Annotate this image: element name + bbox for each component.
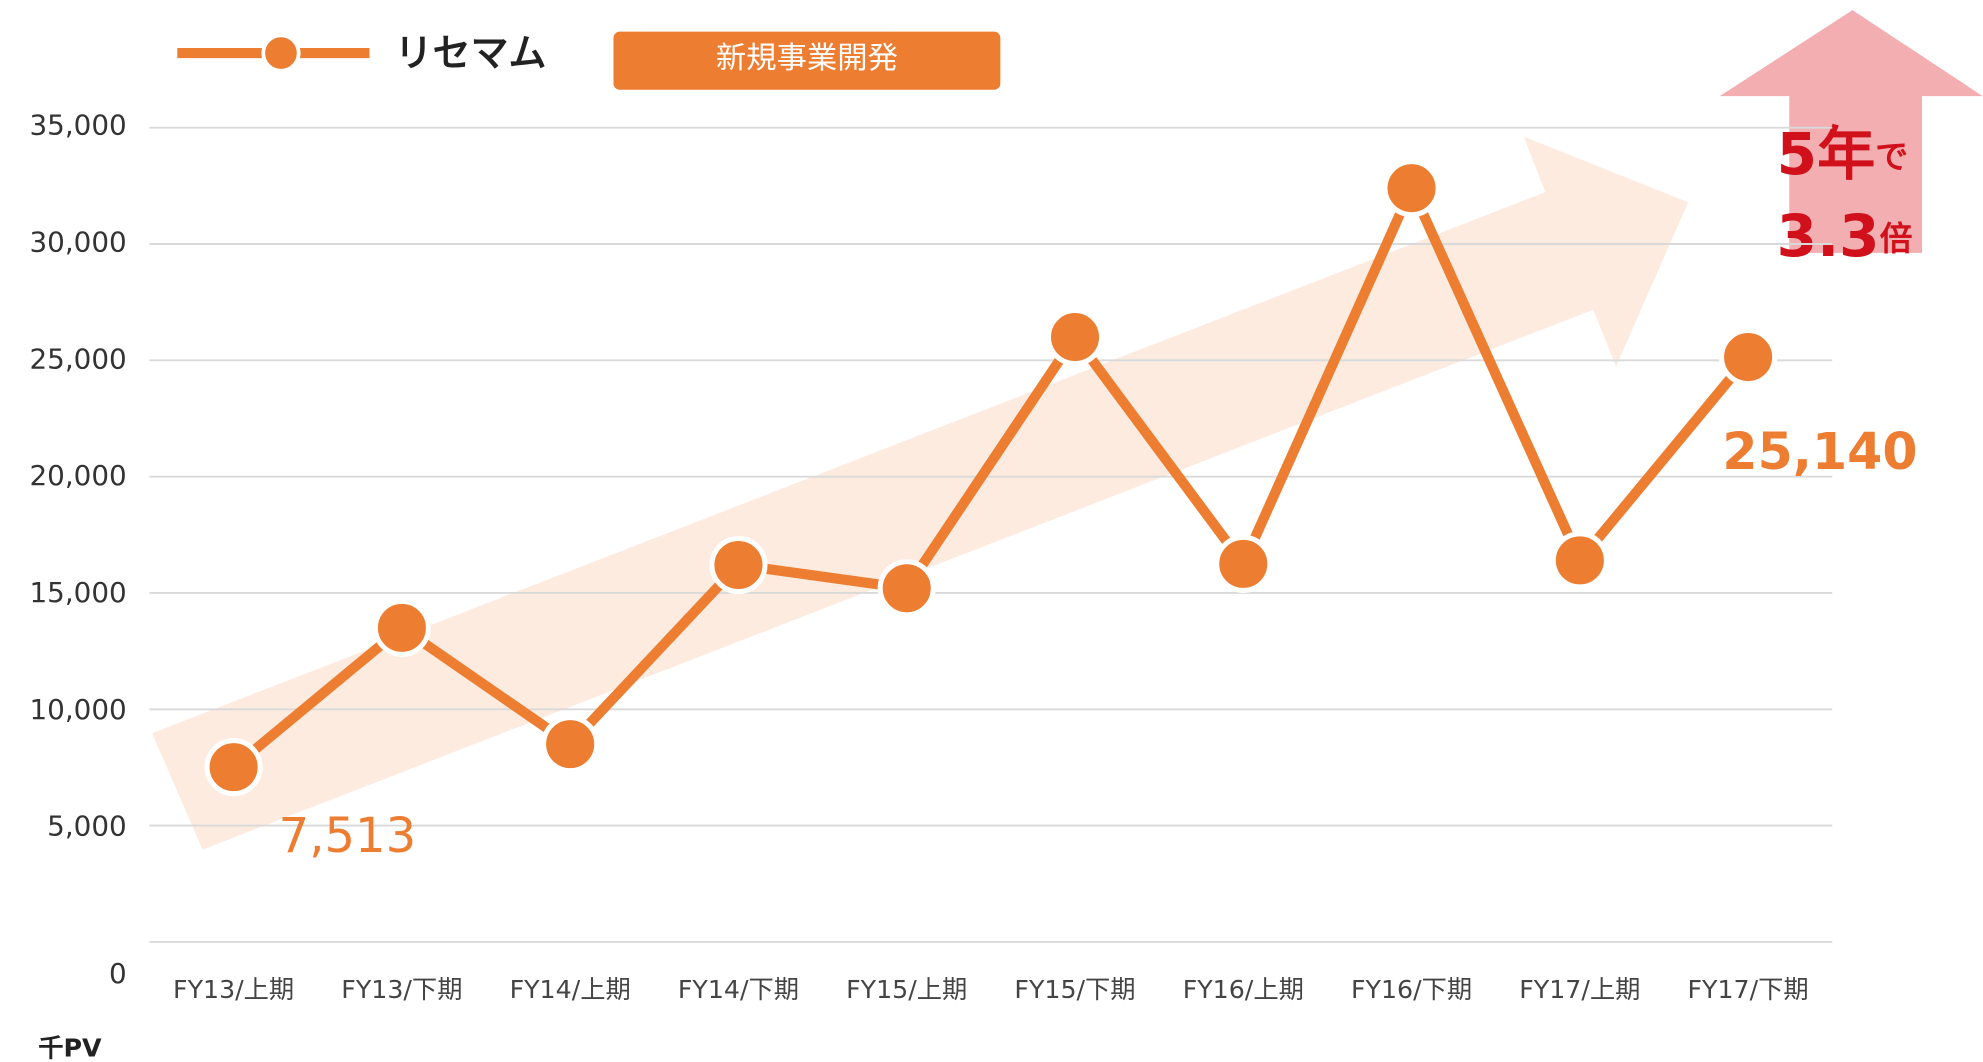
annotation-small: 倍: [1880, 219, 1913, 258]
data-point: [204, 738, 263, 797]
y-tick-label: 10,000: [29, 693, 126, 726]
x-tick-label: FY16/下期: [1351, 975, 1472, 1004]
badge: [613, 31, 1001, 90]
x-tick-label: FY17/下期: [1688, 975, 1809, 1004]
data-point: [541, 715, 600, 774]
y-tick-label: 35,000: [29, 109, 126, 142]
annotation-line1: 5年で: [1777, 120, 1908, 188]
x-tick-label: FY16/上期: [1183, 975, 1304, 1004]
y-tick-label: 0: [109, 957, 127, 990]
y-tick-label: 20,000: [29, 459, 126, 492]
data-point: [1382, 159, 1441, 218]
data-point: [877, 559, 936, 618]
x-tick-label: FY15/上期: [846, 975, 967, 1004]
data-point: [1045, 307, 1105, 367]
series-line: [230, 183, 1753, 772]
annotation-big: 5年: [1777, 120, 1876, 188]
data-label: 7,513: [279, 808, 417, 864]
data-point: [372, 598, 431, 657]
annotation-big: 3.3: [1777, 202, 1880, 270]
trend-arrow: [152, 136, 1689, 850]
x-tick-label: FY17/上期: [1519, 975, 1640, 1004]
data-point: [709, 535, 768, 595]
y-unit: 千PV: [38, 1033, 102, 1062]
x-tick-label: FY14/下期: [678, 975, 799, 1004]
data-point: [1550, 531, 1609, 590]
legend-marker: [261, 33, 301, 73]
data-point: [1719, 327, 1778, 387]
y-tick-label: 30,000: [29, 226, 126, 259]
data-point: [1214, 534, 1273, 593]
annotation-small: で: [1875, 137, 1908, 176]
data-label: 25,140: [1722, 422, 1917, 481]
x-tick-label: FY13/上期: [173, 975, 294, 1004]
y-tick-label: 25,000: [29, 342, 126, 375]
growth-arrow: [1719, 10, 1983, 253]
x-tick-label: FY13/下期: [341, 975, 462, 1004]
legend-label: リセマム: [395, 31, 547, 75]
y-tick-label: 15,000: [29, 576, 126, 609]
x-tick-label: FY14/上期: [510, 975, 631, 1004]
badge-label: 新規事業開発: [716, 41, 898, 76]
annotation-line2: 3.3倍: [1777, 202, 1913, 270]
x-tick-label: FY15/下期: [1014, 975, 1135, 1004]
y-tick-label: 5,000: [47, 810, 127, 843]
